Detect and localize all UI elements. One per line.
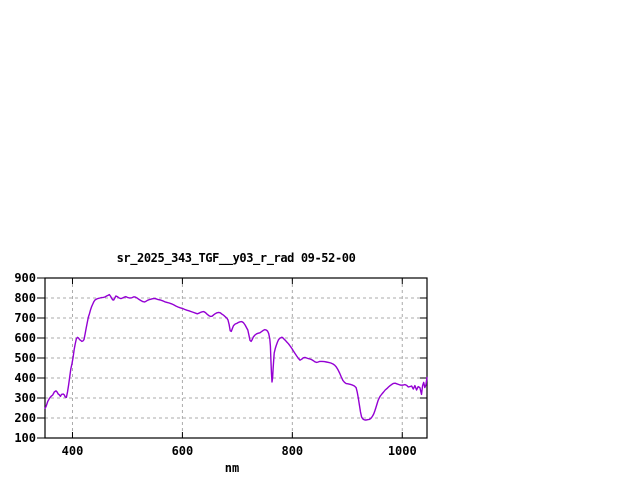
y-tick-label: 100 [14,431,36,445]
y-tick-label: 500 [14,351,36,365]
y-tick-label: 800 [14,291,36,305]
x-tick-label: 600 [172,444,194,458]
y-tick-labels: 100 200 300 400 500 600 700 800 900 [14,271,36,445]
spectrum-curve [44,293,428,421]
x-tick-label: 1000 [388,444,417,458]
y-tick-label: 400 [14,371,36,385]
axis-ticks [37,277,427,439]
y-tick-label: 600 [14,331,36,345]
x-tick-label: 400 [62,444,84,458]
y-tick-label: 300 [14,391,36,405]
plot-border [44,277,428,439]
y-tick-label: 200 [14,411,36,425]
chart-title: sr_2025_343_TGF__y03_r_rad 09-52-00 [117,251,356,266]
x-tick-label: 800 [281,444,303,458]
y-tick-label: 900 [14,271,36,285]
y-tick-label: 700 [14,311,36,325]
gridlines [45,278,427,438]
x-tick-labels: 400 600 800 1000 [62,444,417,458]
x-axis-label: nm [225,461,239,475]
